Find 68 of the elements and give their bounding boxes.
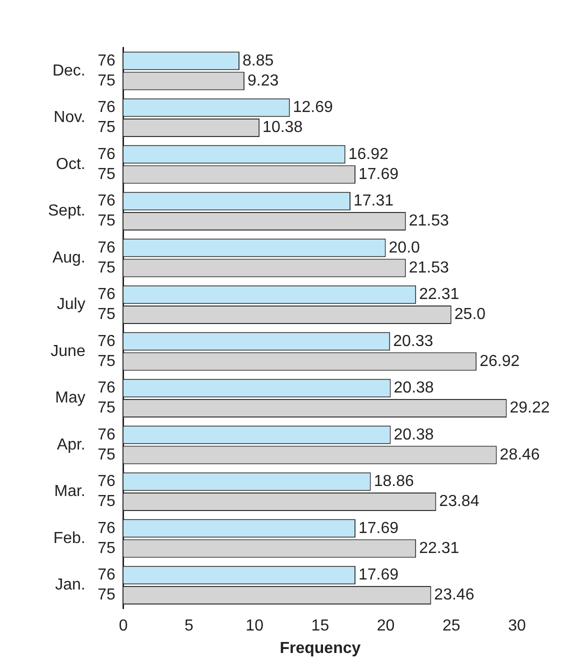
data-label: 8.85	[242, 52, 274, 70]
data-label: 20.33	[393, 332, 434, 350]
text: 76	[98, 332, 116, 350]
x-tick-label: 10	[246, 618, 264, 635]
y-tick-label: Jan.	[55, 576, 86, 594]
data-label: 26.92	[480, 352, 520, 370]
y-tick-label: July	[56, 296, 86, 314]
x-tick-label: 25	[442, 618, 460, 635]
y-tick-label: Dec.	[52, 62, 86, 80]
y-tick-label: Oct.	[56, 156, 86, 173]
text: 75	[98, 306, 116, 324]
data-label: 16.92	[348, 146, 389, 163]
data-label: 17.31	[353, 192, 394, 210]
series-label: 75	[98, 72, 116, 90]
y-tick-label: Feb.	[53, 530, 86, 547]
y-tick-label: Aug.	[52, 249, 86, 266]
data-label: 17.69	[358, 166, 399, 183]
text: 76	[98, 473, 116, 490]
text: 75	[98, 212, 116, 230]
text: 76	[98, 566, 116, 584]
text: 76	[98, 192, 116, 210]
y-tick-label: Nov.	[54, 109, 86, 126]
text: 76	[98, 380, 116, 397]
y-tick-label: June	[50, 342, 86, 360]
text: 75	[98, 400, 116, 417]
text: 75	[98, 259, 116, 276]
data-label: 20.38	[394, 426, 434, 444]
x-tick-label: 0	[118, 618, 128, 635]
data-label: 10.38	[262, 119, 303, 136]
text: 75	[98, 166, 116, 183]
data-label: 17.69	[358, 520, 399, 537]
text: 75	[98, 540, 116, 557]
text: 76	[98, 99, 116, 116]
text: 75	[98, 493, 116, 510]
data-label: 20.38	[394, 380, 434, 397]
data-label: 22.31	[419, 286, 460, 304]
data-label: 20.0	[388, 239, 420, 256]
text: 76	[98, 426, 116, 444]
text: 76	[98, 239, 116, 256]
y-tick-label: Apr.	[56, 436, 86, 454]
y-tick-label: Mar.	[54, 483, 86, 500]
data-label: 9.23	[247, 72, 279, 90]
data-label: 25.0	[454, 306, 486, 324]
data-label: 23.46	[434, 586, 474, 604]
x-tick-label: 30	[508, 618, 526, 635]
text: 76	[98, 286, 116, 304]
data-label: 29.22	[510, 400, 550, 417]
text: 75	[98, 446, 116, 464]
text: 75	[98, 352, 116, 370]
data-label: 17.69	[358, 566, 399, 584]
data-label: 18.86	[374, 473, 414, 490]
x-tick-label: 20	[376, 618, 395, 635]
data-label: 12.69	[292, 99, 334, 116]
text: 76	[98, 146, 116, 163]
data-label: 28.46	[500, 446, 540, 464]
data-label: 21.53	[408, 212, 450, 230]
y-tick-label: Sept.	[48, 202, 86, 220]
data-label: 22.31	[419, 540, 460, 557]
data-label: 23.84	[439, 493, 480, 510]
x-tick-label: 15	[311, 618, 330, 635]
series-label: 76	[98, 52, 116, 70]
data-label: 21.53	[408, 259, 450, 276]
text: 75	[98, 586, 116, 604]
text: 75	[98, 119, 116, 136]
text: 76	[98, 520, 116, 537]
x-tick-label: 5	[184, 618, 194, 635]
y-tick-label: May	[55, 390, 86, 407]
x-axis-title: Frequency	[280, 640, 361, 657]
